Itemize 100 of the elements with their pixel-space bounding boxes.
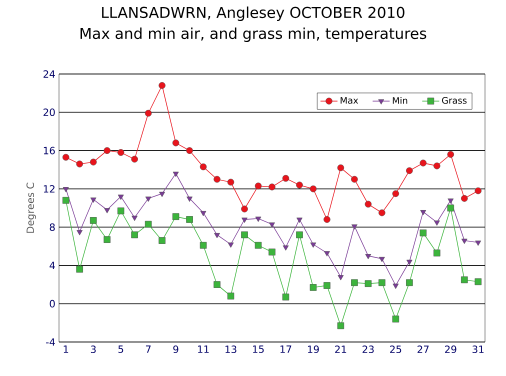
point	[62, 154, 70, 161]
point	[406, 167, 413, 174]
y-tick-label: 20	[44, 108, 55, 116]
point	[227, 292, 234, 300]
point	[214, 281, 220, 288]
point	[254, 182, 262, 190]
point	[200, 210, 206, 216]
point	[447, 204, 454, 212]
point	[145, 196, 152, 202]
point	[90, 217, 97, 224]
point	[131, 156, 138, 163]
point	[282, 174, 290, 182]
point	[420, 160, 427, 166]
point	[351, 224, 358, 230]
chart-subtitle: Max and min air, and grass min, temperatures	[80, 28, 426, 42]
x-tick-label: 13	[226, 346, 236, 354]
point	[104, 236, 110, 243]
point	[310, 284, 317, 291]
point	[310, 185, 317, 192]
point	[241, 206, 248, 212]
point	[76, 230, 83, 236]
legend-label: Grass	[442, 97, 467, 104]
legend-label: Max	[340, 97, 358, 104]
point	[475, 240, 482, 246]
legend-label: Min	[392, 96, 408, 104]
point	[118, 194, 124, 200]
point	[242, 218, 248, 223]
point	[200, 163, 207, 170]
point	[461, 195, 468, 202]
point	[392, 190, 400, 198]
x-tick-label: 17	[280, 346, 292, 353]
point	[269, 222, 275, 228]
point	[406, 279, 413, 286]
point	[296, 231, 303, 238]
point	[282, 294, 290, 300]
point	[186, 216, 193, 223]
y-tick-label: 24	[44, 70, 55, 78]
x-tick-label: 5	[118, 346, 124, 353]
x-tick-label: 31	[472, 346, 484, 354]
point	[420, 229, 427, 236]
point	[144, 220, 152, 228]
point	[338, 275, 344, 280]
point	[378, 209, 386, 216]
point	[90, 158, 97, 166]
x-tick-label: 25	[390, 346, 402, 354]
y-tick-label: 12	[44, 185, 54, 193]
y-tick-label: -4	[46, 338, 55, 346]
point	[76, 160, 83, 168]
x-tick-label: 15	[253, 346, 264, 353]
point	[310, 242, 316, 248]
point	[365, 254, 372, 260]
point	[144, 110, 152, 117]
x-tick-label: 7	[146, 346, 151, 353]
point	[186, 147, 193, 154]
y-axis-title: Degrees C	[26, 182, 36, 233]
point	[434, 162, 440, 170]
point	[172, 213, 180, 220]
point	[461, 276, 468, 284]
y-tick-label: 4	[50, 262, 55, 270]
point	[228, 242, 234, 248]
point	[337, 322, 344, 330]
point	[296, 218, 302, 223]
point	[241, 231, 248, 238]
point	[420, 210, 426, 216]
point	[324, 216, 330, 223]
point	[364, 200, 372, 208]
point	[392, 284, 399, 289]
x-tick-label: 19	[308, 346, 319, 354]
point	[337, 164, 344, 172]
point	[214, 176, 220, 183]
point	[474, 278, 482, 286]
point	[447, 151, 454, 158]
point	[254, 242, 262, 249]
point	[104, 208, 110, 214]
point	[392, 316, 400, 322]
point	[364, 280, 372, 287]
point	[434, 220, 440, 226]
point	[255, 216, 262, 222]
point	[117, 149, 124, 156]
point	[378, 279, 386, 286]
y-tick-label: 0	[50, 300, 55, 308]
point	[461, 238, 468, 244]
point	[378, 256, 385, 262]
point	[62, 187, 69, 192]
x-tick-label: 21	[335, 346, 346, 353]
point	[172, 140, 180, 146]
x-tick-label: 11	[198, 346, 209, 353]
x-tick-label: 1	[64, 346, 68, 353]
point	[159, 192, 166, 198]
x-tick-label: 9	[173, 346, 178, 354]
point	[172, 172, 179, 177]
point	[324, 251, 330, 256]
point	[200, 242, 207, 249]
x-tick-label: 27	[418, 346, 429, 353]
point	[351, 176, 358, 183]
point	[158, 237, 166, 244]
point	[117, 207, 124, 214]
x-tick-label: 3	[90, 346, 96, 354]
point	[62, 196, 70, 204]
point	[474, 187, 482, 194]
